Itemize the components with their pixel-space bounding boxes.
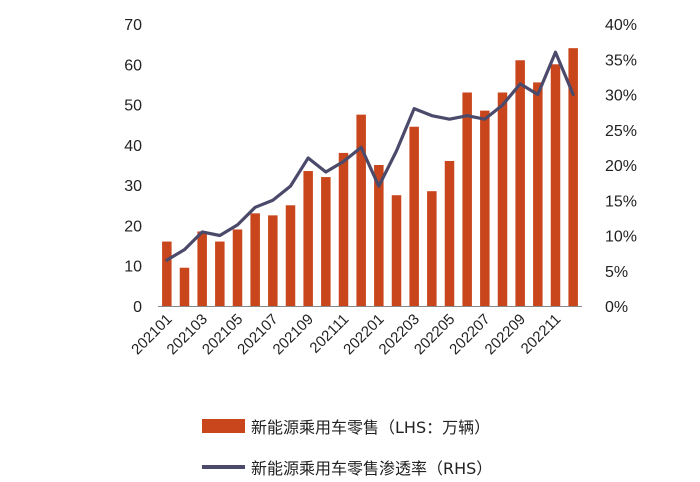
legend-swatch-line: [202, 465, 245, 469]
bar: [409, 126, 419, 306]
bar: [391, 195, 402, 306]
bar: [215, 241, 225, 306]
bar: [268, 215, 278, 306]
bar: [427, 191, 437, 306]
legend-item-bar: 新能源乘用车零售（LHS：万辆）: [202, 414, 490, 438]
left-tick-label: 0: [133, 299, 142, 316]
right-tick-label: 25%: [605, 123, 637, 140]
bar: [285, 205, 296, 306]
legend-label-bar: 新能源乘用车零售（LHS：万辆）: [251, 418, 491, 437]
left-tick-label: 60: [124, 57, 142, 74]
right-tick-label: 30%: [605, 88, 637, 105]
right-tick-label: 15%: [605, 193, 637, 210]
left-tick-label: 10: [124, 259, 142, 276]
left-axis: 0 10 20 30 40 50 60 70: [124, 17, 142, 316]
left-tick-label: 40: [124, 138, 142, 155]
legend-label-line: 新能源乘用车零售渗透率（RHS）: [251, 459, 493, 478]
bar: [179, 267, 190, 306]
bar: [480, 110, 490, 306]
bar: [162, 241, 172, 306]
bar: [550, 64, 561, 307]
bar-series: [162, 48, 578, 307]
bar: [444, 160, 455, 306]
bar: [250, 213, 260, 306]
right-tick-label: 5%: [605, 264, 628, 281]
bar: [232, 229, 243, 306]
bar: [568, 48, 578, 307]
bar: [303, 171, 313, 306]
bar: [497, 92, 508, 306]
bar: [338, 152, 349, 306]
bar: [462, 92, 472, 306]
bar: [374, 165, 384, 306]
right-tick-label: 10%: [605, 229, 637, 246]
legend-item-line: 新能源乘用车零售渗透率（RHS）: [202, 455, 492, 479]
left-tick-label: 50: [124, 98, 142, 115]
right-tick-label: 40%: [605, 17, 637, 34]
left-tick-label: 20: [124, 218, 142, 235]
right-tick-label: 20%: [605, 158, 637, 175]
line-series: [165, 50, 575, 262]
bar: [533, 82, 543, 307]
left-tick-label: 30: [124, 178, 142, 195]
left-tick-label: 70: [124, 17, 142, 34]
bar: [515, 60, 525, 306]
x-tick-label: 202211: [518, 311, 565, 358]
legend-swatch-bar: [202, 419, 245, 433]
bar: [321, 177, 331, 306]
line-series-path: [165, 50, 575, 262]
right-tick-label: 0%: [605, 299, 628, 316]
bar: [197, 231, 207, 306]
x-axis: 2021012021032021052021072021092021112022…: [128, 306, 582, 358]
right-axis: 0% 5% 10% 15% 20% 25% 30% 35% 40%: [605, 17, 637, 316]
bar: [356, 114, 366, 307]
right-tick-label: 35%: [605, 52, 637, 69]
